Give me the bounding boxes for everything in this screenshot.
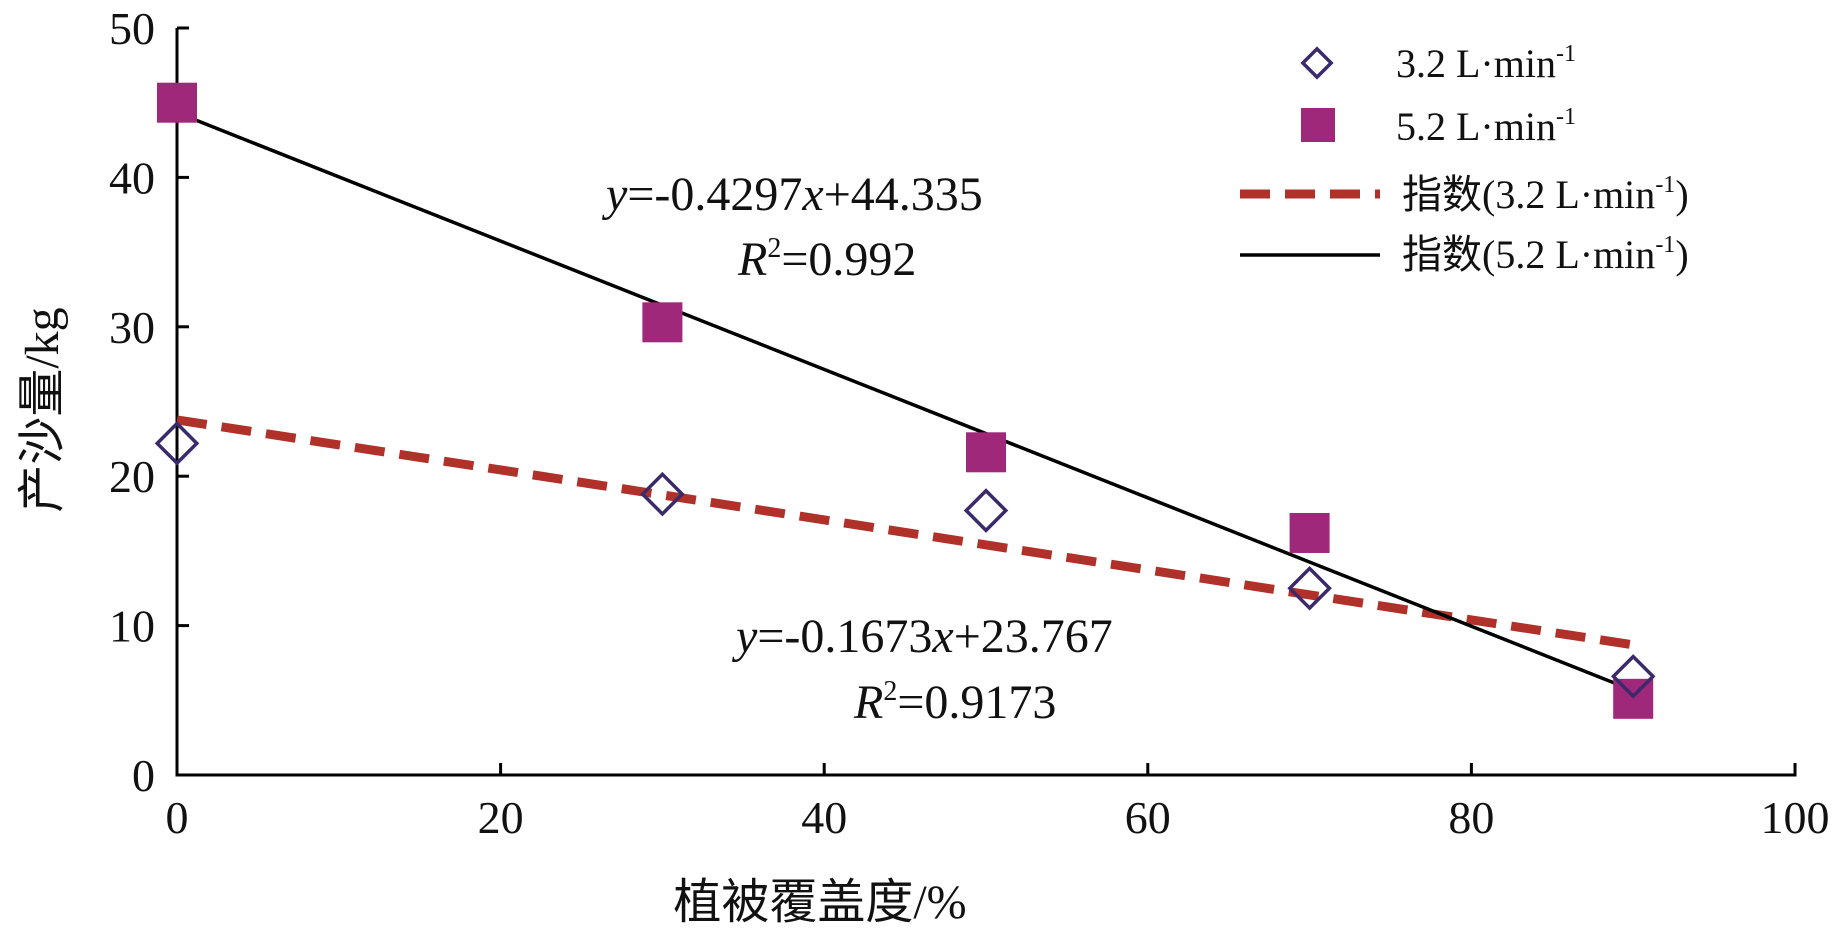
legend-label-3.2: 3.2 L·min-1 xyxy=(1396,41,1576,86)
equation-3.2: y=-0.1673x+23.767 xyxy=(731,610,1113,663)
legend-item-3.2: 3.2 L·min-1 xyxy=(1300,41,1576,86)
equation-5.2-x: x xyxy=(801,168,823,221)
r-squared-3.2-r: R xyxy=(853,676,883,729)
point-3.2 xyxy=(1287,565,1332,611)
point-5.2 xyxy=(642,302,683,343)
legend-item-fit-5.2: 指数(5.2 L·min-1) xyxy=(1240,232,1689,277)
legend-label-fit-5.2: 指数(5.2 L·min-1) xyxy=(1402,232,1689,277)
legend-label-fit-5.2-sup: -1 xyxy=(1655,232,1675,258)
fit-line-5.2 xyxy=(176,111,1634,693)
point-3.2 xyxy=(640,471,685,517)
legend-label-fit-5.2-close: ) xyxy=(1675,232,1688,277)
legend: 3.2 L·min-1 5.2 L·min-1 指数(3.2 L·min-1) … xyxy=(1240,41,1689,277)
r-squared-3.2-value: =0.9173 xyxy=(897,676,1056,729)
y-tick-label: 0 xyxy=(132,750,155,801)
r-squared-3.2: R2=0.9173 xyxy=(853,676,1056,729)
x-tick-label: 40 xyxy=(801,792,847,843)
r-squared-5.2-r: R xyxy=(737,233,767,286)
point-3.2 xyxy=(1610,654,1656,699)
r-squared-5.2: R2=0.992 xyxy=(737,233,916,286)
legend-item-fit-3.2: 指数(3.2 L·min-1) xyxy=(1240,172,1689,217)
y-tick-label: 10 xyxy=(109,601,155,652)
r-squared-5.2-value: =0.992 xyxy=(781,233,916,286)
legend-label-5.2: 5.2 L·min-1 xyxy=(1396,104,1576,149)
equation-5.2-y: y xyxy=(601,168,628,221)
point-3.2 xyxy=(154,421,200,466)
equation-3.2-coef: =-0.1673 xyxy=(757,610,932,663)
legend-label-3.2-sup: -1 xyxy=(1556,41,1576,67)
point-5.2 xyxy=(1613,678,1654,719)
y-tick-label: 20 xyxy=(109,451,155,502)
r-squared-5.2-sup: 2 xyxy=(767,233,781,264)
legend-label-5.2-sup: -1 xyxy=(1556,104,1576,130)
equation-5.2-const: +44.335 xyxy=(824,168,983,221)
legend-item-5.2: 5.2 L·min-1 xyxy=(1301,104,1576,149)
y-tick-label: 30 xyxy=(109,302,155,353)
point-5.2 xyxy=(966,432,1006,473)
equation-3.2-x: x xyxy=(931,610,953,663)
fit-lines xyxy=(176,111,1634,693)
point-5.2 xyxy=(157,82,197,123)
legend-label-fit-3.2: 指数(3.2 L·min-1) xyxy=(1402,172,1689,217)
point-3.2 xyxy=(963,488,1009,533)
y-axis-title: 产沙量/kg xyxy=(16,307,69,512)
x-tick-label: 80 xyxy=(1448,792,1494,843)
legend-marker-square xyxy=(1301,108,1335,142)
equation-3.2-y: y xyxy=(731,610,758,663)
axes: 0 20 40 60 80 100 0 10 20 30 40 50 xyxy=(109,3,1830,843)
fit-line-3.2 xyxy=(176,415,1634,650)
x-tick-label: 60 xyxy=(1125,792,1171,843)
legend-marker-diamond xyxy=(1300,46,1334,80)
legend-label-5.2-text: 5.2 L·min xyxy=(1396,104,1556,149)
point-5.2 xyxy=(1289,512,1330,553)
y-tick-label: 40 xyxy=(109,152,155,203)
r-squared-3.2-sup: 2 xyxy=(883,676,897,707)
legend-label-fit-3.2-sup: -1 xyxy=(1655,172,1675,198)
x-tick-label: 100 xyxy=(1761,792,1830,843)
equation-5.2-coef: =-0.4297 xyxy=(627,168,802,221)
equation-5.2: y=-0.4297x+44.335 xyxy=(601,168,983,221)
x-tick-label: 0 xyxy=(166,792,189,843)
y-tick-label: 50 xyxy=(109,3,155,54)
x-axis-title: 植被覆盖度/% xyxy=(673,876,966,929)
equation-3.2-const: +23.767 xyxy=(954,610,1113,663)
data-points xyxy=(154,82,1656,719)
legend-label-fit-5.2-text: 指数(5.2 L·min xyxy=(1402,232,1655,277)
legend-label-fit-3.2-close: ) xyxy=(1675,172,1688,217)
legend-label-fit-3.2-text: 指数(3.2 L·min xyxy=(1402,172,1655,217)
legend-label-3.2-text: 3.2 L·min xyxy=(1396,41,1556,86)
x-tick-label: 20 xyxy=(478,792,524,843)
